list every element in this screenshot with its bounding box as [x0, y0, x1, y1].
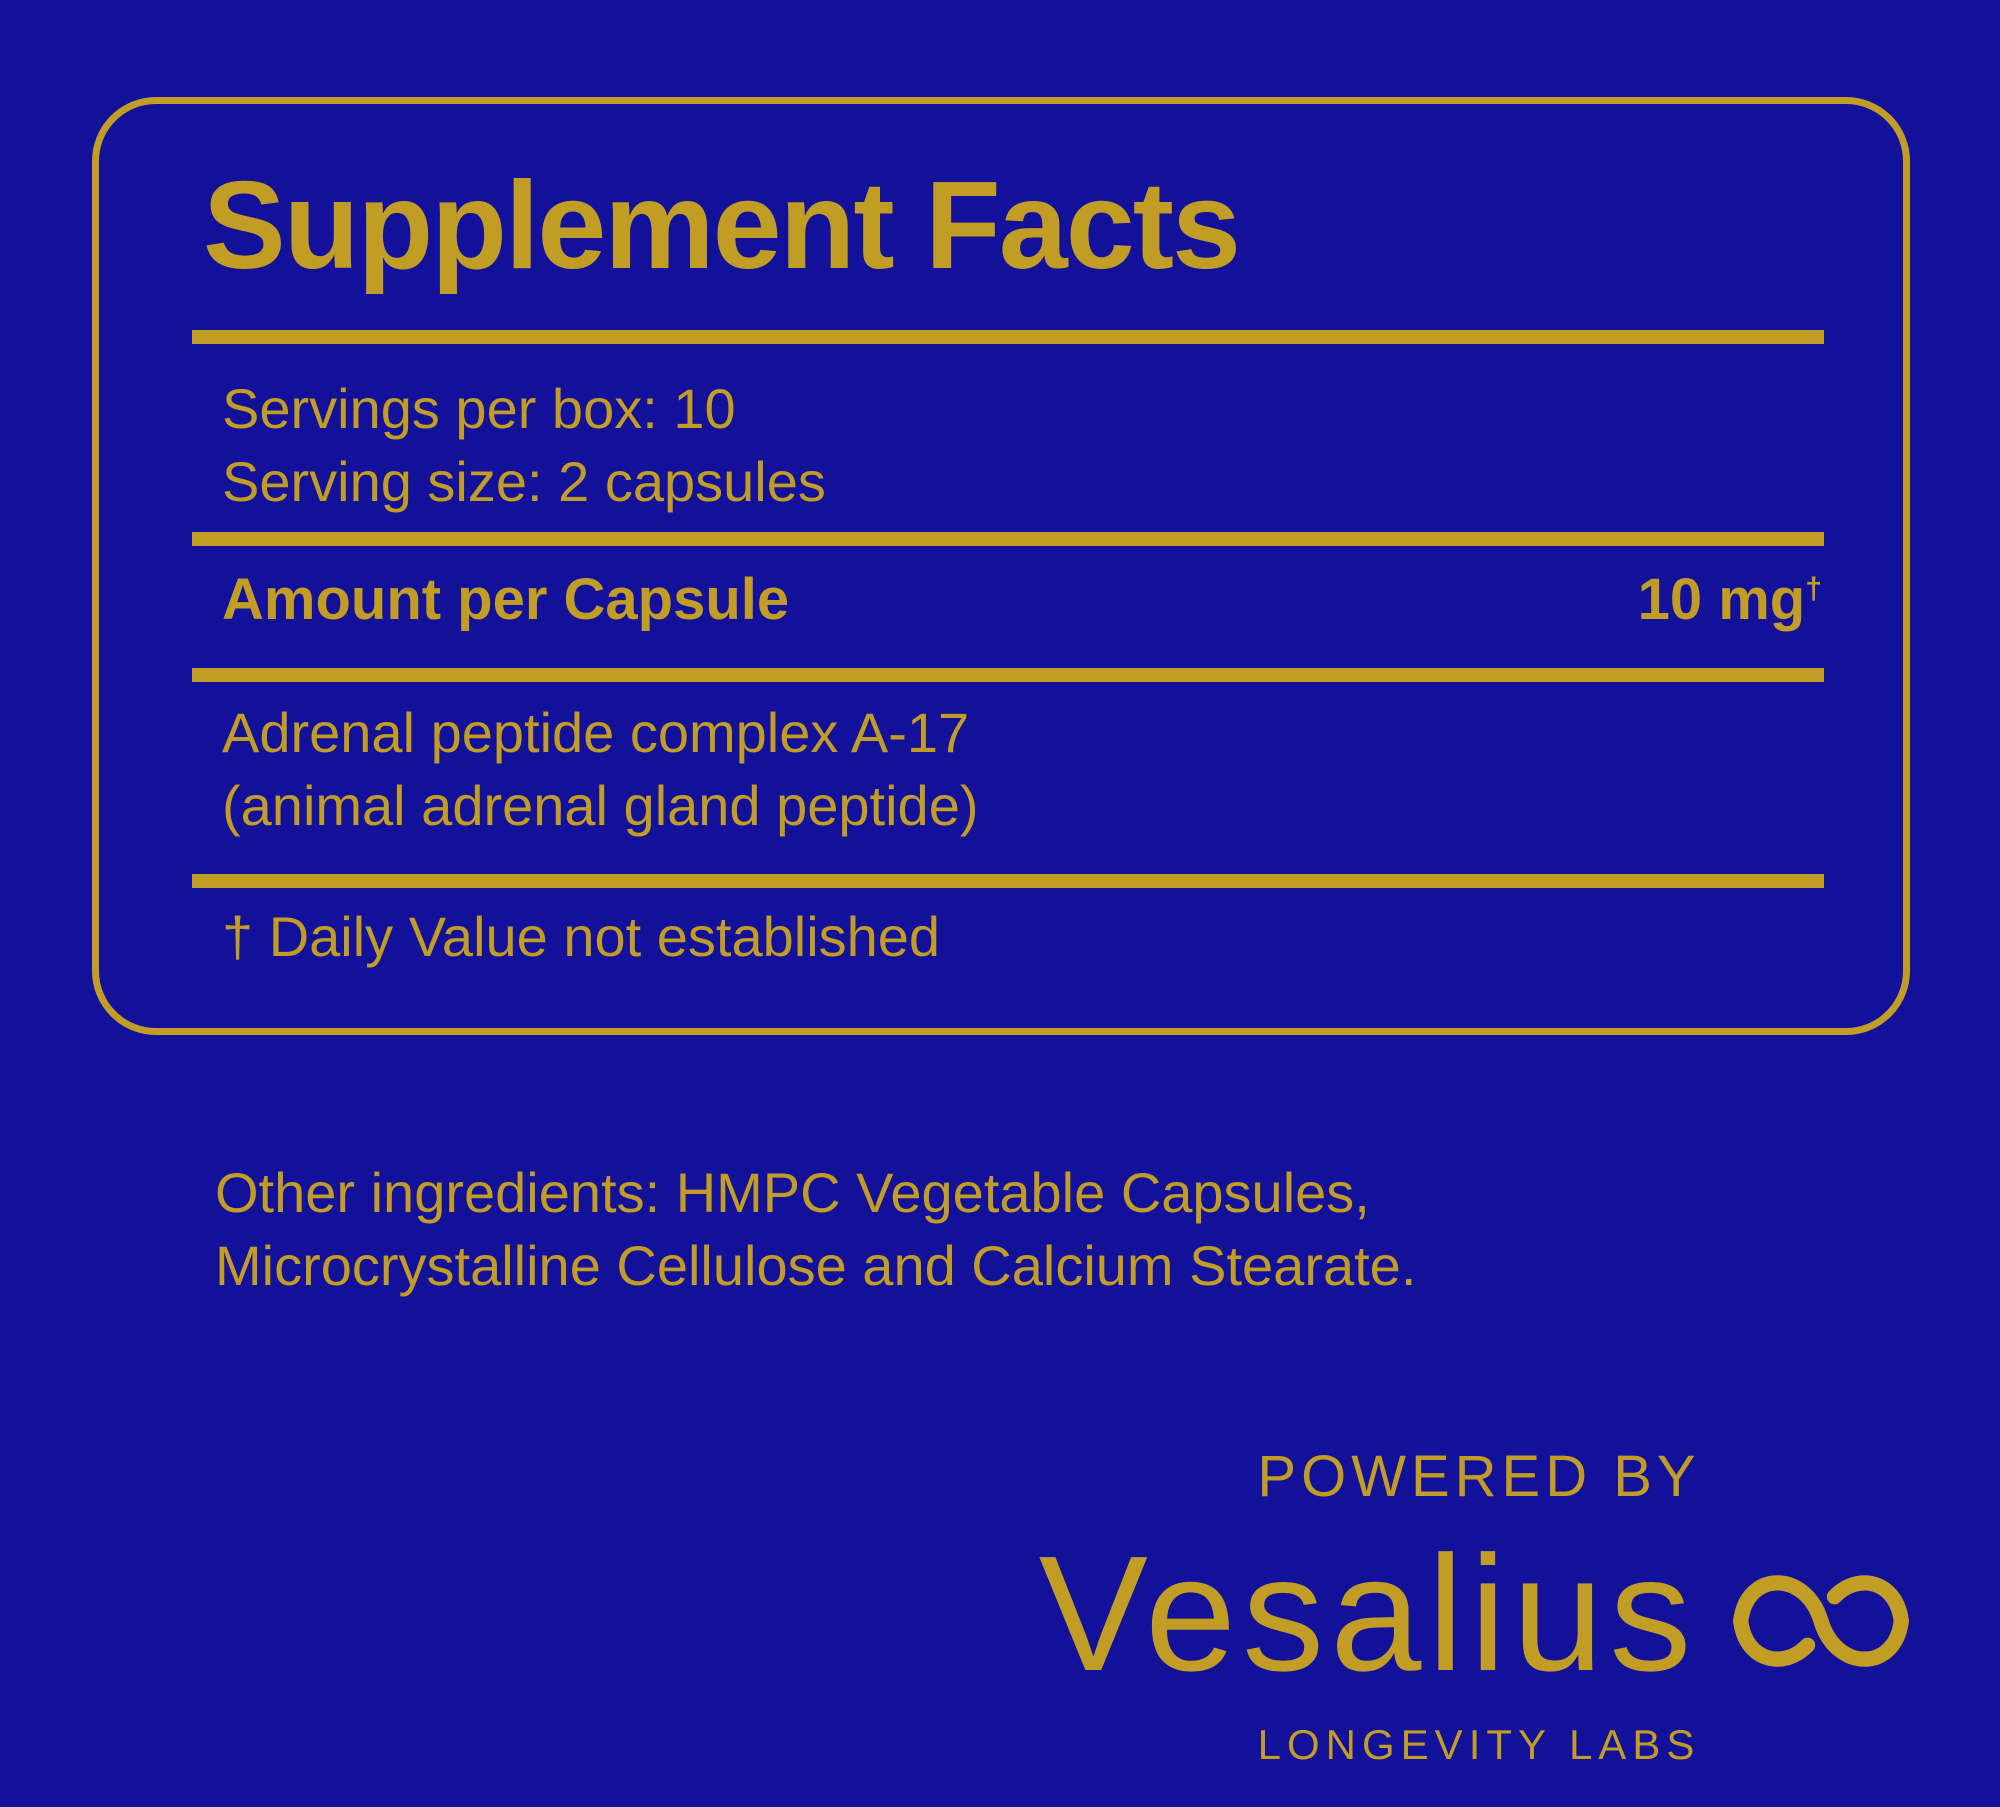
- ingredient-info: Adrenal peptide complex A-17 (animal adr…: [222, 696, 979, 843]
- ingredient-name: Adrenal peptide complex A-17: [222, 701, 970, 764]
- dagger-symbol: †: [1805, 572, 1822, 606]
- amount-row: Amount per Capsule 10 mg†: [222, 562, 1822, 637]
- ingredient-source: (animal adrenal gland peptide): [222, 774, 979, 838]
- brand-lockup: POWERED BY Vesalius LONGEVITY LABS: [1018, 1448, 1940, 1766]
- other-ingredients: Other ingredients: HMPC Vegetable Capsul…: [215, 1156, 1416, 1303]
- divider-under-amount: [192, 668, 1824, 682]
- servings-per-box: Servings per box: 10: [222, 377, 736, 440]
- other-ingredients-line2: Microcrystalline Cellulose and Calcium S…: [215, 1234, 1417, 1298]
- divider-under-title: [192, 330, 1824, 344]
- supplement-facts-panel: Supplement Facts Servings per box: 10 Se…: [92, 97, 1910, 1035]
- amount-value: 10 mg†: [1638, 562, 1822, 637]
- servings-info: Servings per box: 10 Serving size: 2 cap…: [222, 372, 826, 519]
- amount-value-text: 10 mg: [1637, 567, 1806, 632]
- serving-size: Serving size: 2 capsules: [222, 450, 826, 514]
- brand-tagline: LONGEVITY LABS: [1257, 1721, 1701, 1768]
- divider-under-ingredient: [192, 874, 1824, 888]
- amount-per-capsule-label: Amount per Capsule: [222, 567, 790, 632]
- panel-title: Supplement Facts: [203, 157, 1241, 295]
- daily-value-footnote: † Daily Value not established: [222, 905, 941, 968]
- infinity-icon: [1733, 1575, 1910, 1667]
- brand-name: Vesalius: [1038, 1522, 1698, 1705]
- divider-under-servings: [192, 532, 1824, 546]
- brand-wordmark-row: Vesalius: [1018, 1532, 1940, 1696]
- other-ingredients-line1: Other ingredients: HMPC Vegetable Capsul…: [215, 1161, 1370, 1224]
- powered-by-label: POWERED BY: [1257, 1444, 1701, 1509]
